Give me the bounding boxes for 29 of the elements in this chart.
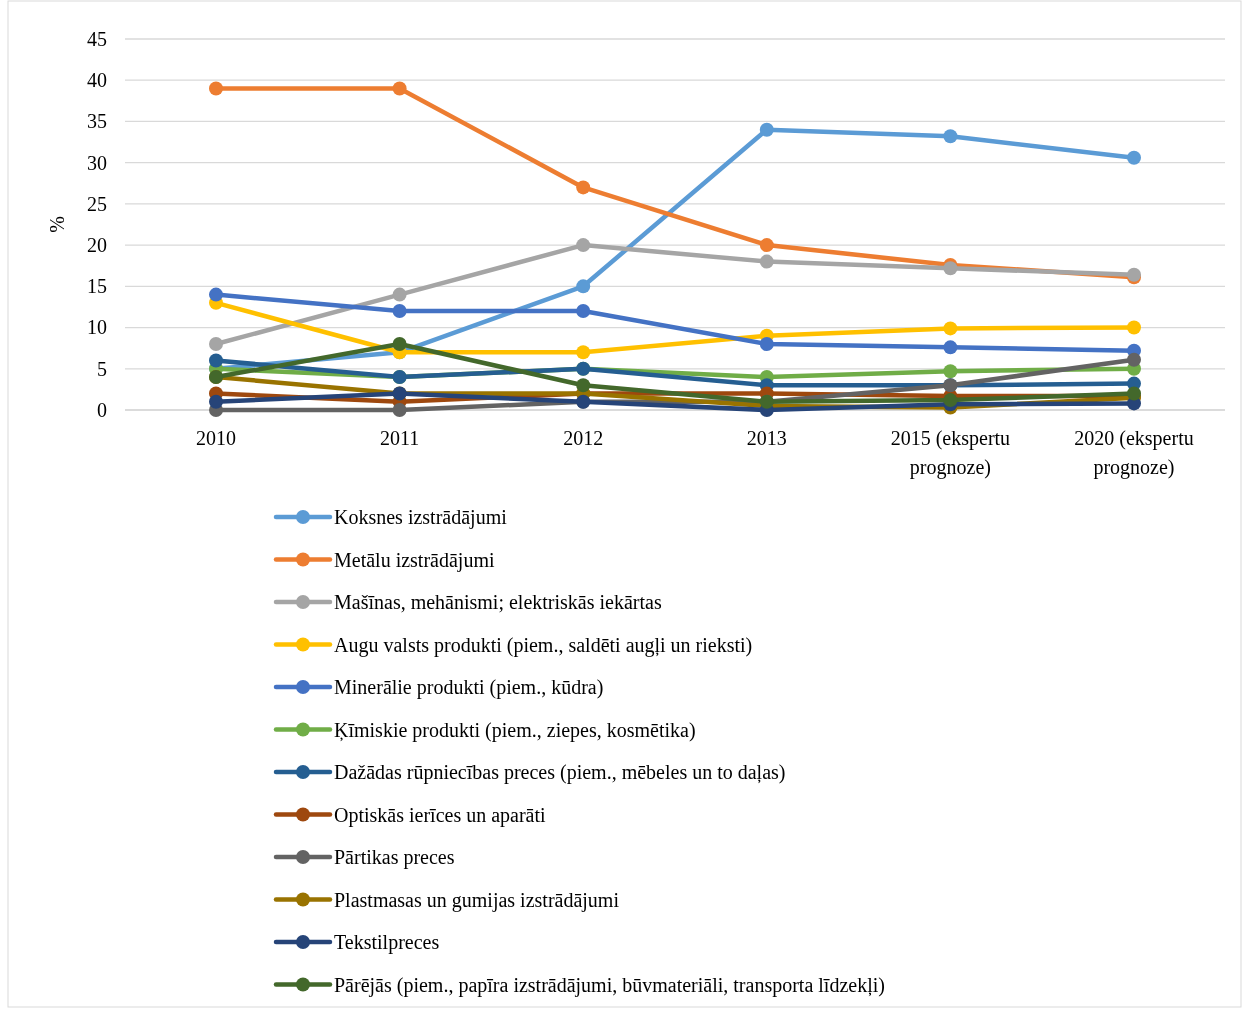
- y-tick-label: 30: [87, 151, 107, 174]
- x-tick-label: 2013: [746, 427, 787, 449]
- x-tick-label: 2015 (ekspertu prognoze): [890, 427, 1011, 479]
- x-tick-label: 2011: [379, 427, 420, 449]
- legend-label: Koksnes izstrādājumi: [334, 506, 508, 529]
- y-tick-label: 10: [87, 316, 107, 339]
- legend-label: Optiskās ierīces un aparāti: [334, 803, 547, 827]
- x-tick-label: 2020 (ekspertu prognoze): [1074, 427, 1194, 479]
- legend-label: Tekstilpreces: [334, 931, 440, 954]
- legend-label: Plastmasas un gumijas izstrādājumi: [334, 888, 620, 912]
- legend-label: Augu valsts produkti (piem., saldēti augļi un rieksti): [334, 633, 753, 657]
- y-tick-label: 20: [87, 234, 107, 257]
- y-tick-label: 15: [87, 275, 107, 298]
- y-tick-label: 45: [87, 27, 107, 50]
- y-tick-label: 40: [87, 69, 107, 92]
- legend-label: Pārtikas preces: [334, 846, 455, 869]
- x-tick-label: 2010: [196, 427, 236, 449]
- legend-label: Mašīnas, mehānismi; elektriskās iekārtas: [334, 591, 662, 613]
- y-axis-title: %: [46, 216, 68, 233]
- y-tick-label: 0: [97, 398, 107, 421]
- y-tick-label: 25: [87, 192, 107, 215]
- y-tick-label: 35: [87, 110, 107, 133]
- y-tick-label: 5: [97, 357, 107, 380]
- legend-label: Ķīmiskie produkti (piem., ziepes, kosmētika): [334, 718, 696, 742]
- legend-label: Pārējās (piem., papīra izstrādājumi, būvmateriāli, transporta līdzekļi): [334, 973, 885, 997]
- legend-label: Metālu izstrādājumi: [334, 548, 495, 572]
- legend-label: Dažādas rūpniecības preces (piem., mēbeles un to daļas): [334, 761, 786, 784]
- x-tick-label: 2012: [563, 427, 604, 449]
- legend-label: Minerālie produkti (piem., kūdra): [334, 676, 604, 699]
